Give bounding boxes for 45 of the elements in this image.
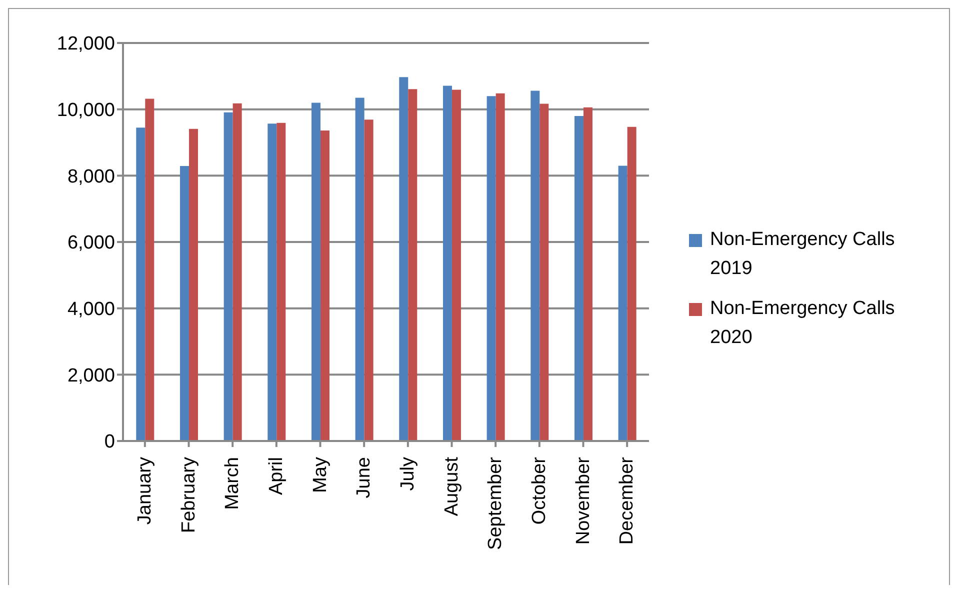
x-tick-label: December xyxy=(616,456,638,545)
x-tick-label: July xyxy=(397,456,418,491)
x-tick-label: February xyxy=(178,456,200,534)
bar xyxy=(224,112,233,441)
bar xyxy=(618,166,628,441)
bar xyxy=(399,77,408,441)
bar xyxy=(583,107,592,441)
bar xyxy=(540,104,549,441)
x-tick-label: March xyxy=(222,457,244,510)
x-tick-label: June xyxy=(354,457,375,498)
y-tick-label: 2,000 xyxy=(67,365,115,386)
legend-label: Non-Emergency Calls 2019 xyxy=(710,228,896,281)
bar xyxy=(442,86,452,441)
bar xyxy=(188,128,198,441)
bar xyxy=(145,98,154,441)
x-tick-label: August xyxy=(441,456,462,516)
bar xyxy=(452,90,461,441)
bar xyxy=(530,90,540,441)
x-tick-label: May xyxy=(310,456,331,493)
legend-label: Non-Emergency Calls 2020 xyxy=(710,297,896,350)
bar xyxy=(320,130,330,441)
y-tick-label: 12,000 xyxy=(56,34,115,55)
y-tick-label: 4,000 xyxy=(67,299,115,320)
bar xyxy=(268,124,277,441)
y-tick-label: 6,000 xyxy=(67,232,115,254)
bar xyxy=(180,166,189,441)
bar xyxy=(574,116,584,441)
bar xyxy=(486,96,496,441)
bar xyxy=(232,103,242,441)
bar xyxy=(364,120,374,441)
bar xyxy=(136,128,146,441)
bar xyxy=(276,122,286,441)
bar xyxy=(311,102,320,441)
x-tick-label: November xyxy=(572,456,594,545)
x-tick-label: January xyxy=(134,456,156,525)
bar xyxy=(408,89,418,441)
bar xyxy=(627,126,636,441)
y-tick-label: 10,000 xyxy=(56,100,115,122)
bar xyxy=(496,93,505,441)
x-tick-label: April xyxy=(266,457,287,496)
x-tick-label: October xyxy=(528,456,550,525)
x-tick-label: September xyxy=(485,456,506,550)
bar xyxy=(355,98,364,441)
y-tick-label: 8,000 xyxy=(67,166,115,188)
y-tick-label: 0 xyxy=(104,432,115,453)
